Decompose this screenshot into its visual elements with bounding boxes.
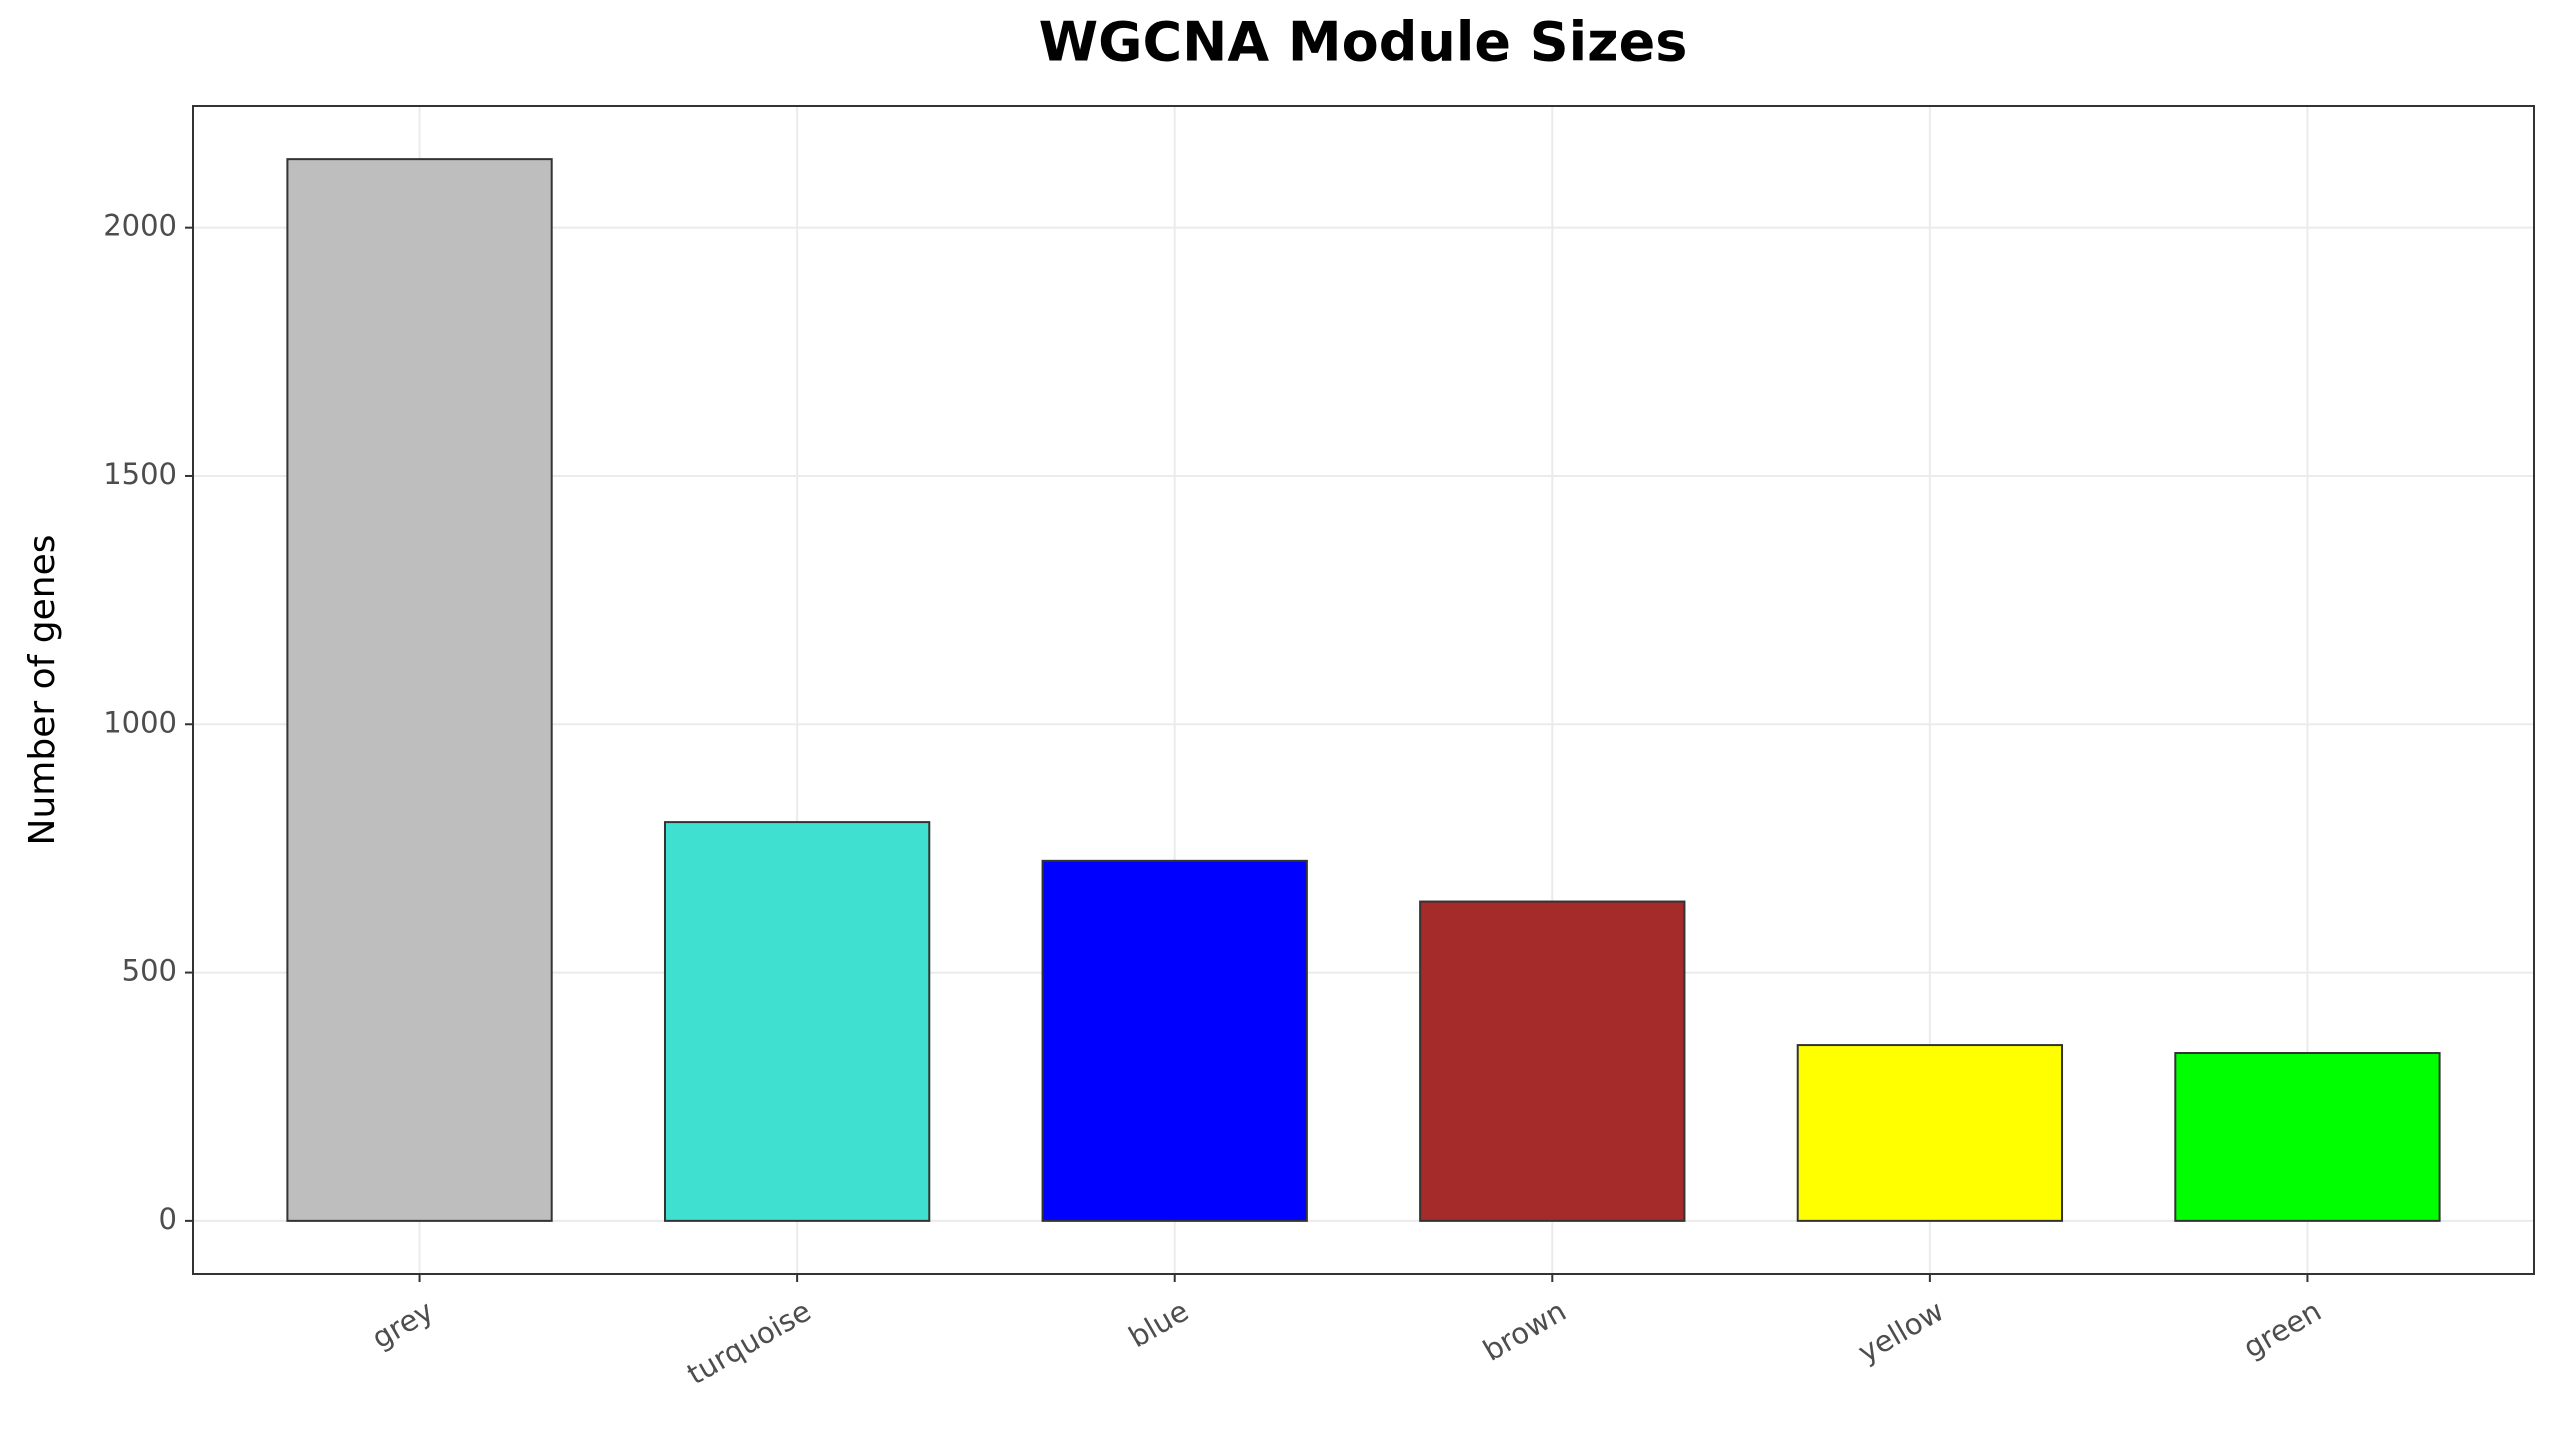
- y-tick-label: 1000: [103, 705, 177, 739]
- y-tick-label: 0: [159, 1202, 177, 1236]
- y-axis-label: Number of genes: [22, 535, 63, 846]
- bar: [1041, 859, 1308, 1222]
- bar: [663, 821, 931, 1222]
- y-tick-label: 1500: [103, 457, 177, 491]
- y-tick-label: 500: [122, 954, 177, 988]
- y-tick-label: 2000: [103, 209, 177, 243]
- bar: [2174, 1052, 2441, 1222]
- plot-border: [192, 105, 2535, 1275]
- bar: [1796, 1044, 2064, 1222]
- bar: [1419, 900, 1686, 1222]
- chart-title: WGCNA Module Sizes: [1039, 11, 1688, 74]
- bar: [286, 158, 553, 1222]
